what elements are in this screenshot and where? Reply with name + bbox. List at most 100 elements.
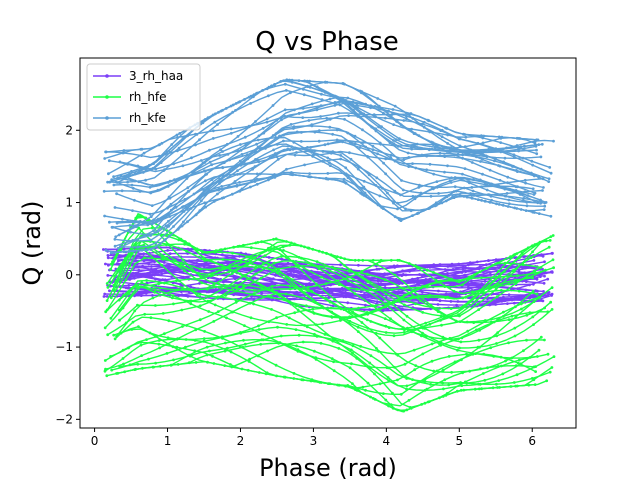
data-point <box>221 258 225 261</box>
data-point <box>514 185 518 189</box>
data-point <box>452 289 456 293</box>
data-point <box>531 250 534 254</box>
data-point <box>211 343 215 346</box>
data-point <box>507 282 511 286</box>
x-tick-label: 2 <box>237 434 245 448</box>
data-point <box>306 277 309 280</box>
data-point <box>353 142 357 146</box>
data-point <box>182 205 185 208</box>
data-point <box>442 387 445 391</box>
data-point <box>321 250 324 254</box>
data-point <box>310 262 313 266</box>
data-point <box>440 323 443 327</box>
data-point <box>265 117 269 121</box>
data-point <box>279 255 283 258</box>
data-point <box>347 279 350 283</box>
data-point <box>289 91 292 95</box>
data-point <box>375 262 379 266</box>
data-point <box>364 388 367 392</box>
data-point <box>494 303 497 306</box>
data-point <box>349 157 353 161</box>
data-point <box>493 159 496 163</box>
data-point <box>208 148 211 152</box>
data-point <box>235 183 239 187</box>
data-point <box>248 357 252 361</box>
data-point <box>339 263 342 267</box>
data-point <box>402 331 406 334</box>
y-tick-label: 1 <box>65 196 73 210</box>
data-point <box>345 295 349 298</box>
data-point <box>550 294 553 297</box>
data-point <box>400 179 403 182</box>
data-point <box>421 285 424 288</box>
data-point <box>384 324 388 328</box>
data-point <box>531 289 535 293</box>
data-point <box>236 169 239 173</box>
data-point <box>211 354 214 358</box>
data-point <box>347 114 350 117</box>
data-point <box>453 185 457 189</box>
data-point <box>376 97 380 100</box>
data-point <box>112 288 116 292</box>
data-point <box>299 140 303 143</box>
data-point <box>257 264 261 268</box>
data-point <box>552 355 556 358</box>
data-point <box>122 362 125 366</box>
data-point <box>337 383 341 387</box>
data-point <box>319 115 322 118</box>
data-point <box>384 304 388 308</box>
data-point <box>323 333 327 336</box>
data-point <box>272 261 276 265</box>
data-point <box>547 291 551 294</box>
series-rh_kfe <box>102 78 555 255</box>
data-point <box>293 311 297 315</box>
data-point <box>264 249 268 253</box>
data-point <box>478 328 482 332</box>
data-point <box>152 365 155 369</box>
data-point <box>414 166 418 170</box>
data-point <box>184 345 187 349</box>
data-point <box>254 120 257 123</box>
data-point <box>502 310 505 314</box>
data-point <box>265 120 269 124</box>
data-point <box>145 338 148 341</box>
data-point <box>270 298 274 302</box>
data-point <box>244 143 248 147</box>
data-point <box>360 186 364 190</box>
data-point <box>541 299 545 303</box>
data-point <box>356 330 360 333</box>
data-point <box>240 367 244 371</box>
data-point <box>314 356 318 360</box>
data-point <box>476 302 480 306</box>
data-point <box>551 258 555 262</box>
data-point <box>541 254 545 258</box>
data-point <box>267 246 270 250</box>
data-point <box>293 302 297 306</box>
data-point <box>410 127 413 131</box>
data-point <box>388 277 392 281</box>
data-point <box>539 155 543 159</box>
data-point <box>478 345 481 349</box>
data-point <box>499 141 503 145</box>
data-point <box>270 308 273 311</box>
data-point <box>199 159 203 162</box>
data-point <box>234 300 238 304</box>
data-point <box>382 111 385 115</box>
data-point <box>303 245 306 249</box>
data-point <box>402 409 406 413</box>
data-point <box>549 171 553 175</box>
data-point <box>544 201 548 204</box>
data-point <box>433 145 437 149</box>
data-point <box>401 273 405 276</box>
data-point <box>396 207 399 211</box>
data-point <box>109 355 112 358</box>
data-point <box>154 268 158 272</box>
data-point <box>311 307 315 311</box>
data-point <box>110 368 114 372</box>
data-point <box>106 180 109 184</box>
data-point <box>192 277 196 281</box>
data-point <box>260 147 264 150</box>
data-point <box>283 375 287 379</box>
data-point <box>461 172 464 176</box>
data-point <box>251 283 255 286</box>
